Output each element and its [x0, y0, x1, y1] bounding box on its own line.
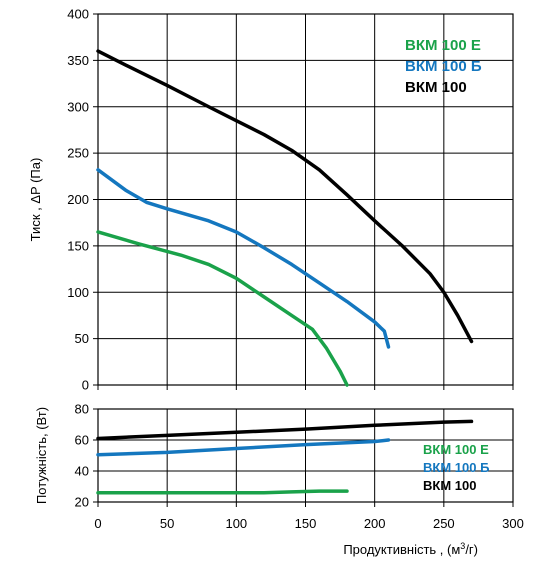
pressure-series-line-2: [96, 49, 474, 344]
pressure-ytick-label: 350: [67, 53, 89, 68]
power-series-line-0: [96, 489, 349, 495]
pressure-legend-entry-0: ВКМ 100 Е: [405, 37, 481, 54]
pressure-ylabel: Тиск , ΔP (Па): [28, 158, 43, 242]
power-legend-entry-1: ВКМ 100 Б: [423, 460, 489, 475]
pressure-series-line-1: [96, 168, 391, 349]
power-xtick-label: 50: [160, 516, 174, 531]
pressure-ytick-label: 400: [67, 7, 89, 22]
power-ytick-label: 40: [75, 464, 89, 479]
pressure-ytick-label: 100: [67, 285, 89, 300]
power-legend-entry-0: ВКМ 100 Е: [423, 442, 489, 457]
pressure-ytick-label: 300: [67, 99, 89, 114]
power-xtick-label: 200: [364, 516, 386, 531]
power-ytick-label: 60: [75, 433, 89, 448]
power-xtick-label: 150: [295, 516, 317, 531]
pressure-ytick-label: 200: [67, 192, 89, 207]
power-series-line-1: [96, 438, 391, 457]
power-xtick-label: 100: [225, 516, 247, 531]
power-series-line-2: [96, 419, 474, 441]
pressure-series-line-0: [96, 230, 349, 387]
power-xlabel: Продуктивність , (м3/г): [343, 541, 478, 557]
power-ytick-label: 80: [75, 402, 89, 417]
pressure-ytick-label: 150: [67, 238, 89, 253]
power-xtick-label: 300: [502, 516, 524, 531]
power-legend-entry-2: ВКМ 100: [423, 478, 476, 493]
power-ytick-label: 20: [75, 495, 89, 510]
pressure-legend-entry-1: ВКМ 100 Б: [405, 58, 482, 75]
pressure-legend-entry-2: ВКМ 100: [405, 79, 467, 96]
power-chart: 20 40 60 80 0 50 100 150 200 250 300 Потужність, (В…: [34, 402, 524, 558]
power-xtick-label: 250: [433, 516, 455, 531]
pressure-ytick-label: 50: [75, 331, 89, 346]
pressure-ytick-label: 250: [67, 146, 89, 161]
power-ylabel: Потужність, (Вт): [34, 407, 49, 504]
pressure-chart: 0 50 100 150 200 250 300 350 400 Тиск , ΔP (Па) ВК…: [28, 7, 514, 393]
power-xtick-label: 0: [94, 516, 101, 531]
pressure-ytick-label: 0: [82, 378, 89, 393]
